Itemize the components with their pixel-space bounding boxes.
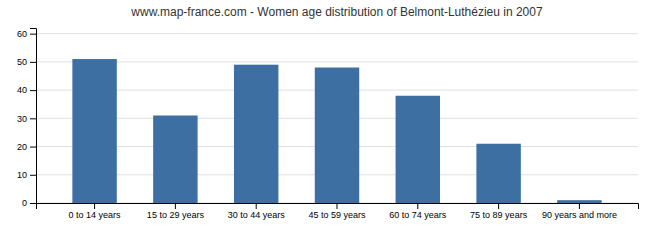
x-tick: 45 to 59 years: [308, 203, 366, 220]
tick-label: 90 years and more: [542, 210, 617, 220]
tick-label: 20: [17, 142, 27, 152]
grid-line: [36, 33, 638, 34]
x-tick: 75 to 89 years: [470, 203, 528, 220]
axis-line: [37, 204, 639, 210]
x-tick: 90 years and more: [542, 203, 617, 220]
x-axis: 0 to 14 years 15 to 29 years 30 to 44 year…: [37, 203, 639, 220]
y-tick: 30: [17, 114, 36, 124]
tick-mark: [30, 62, 36, 63]
tick-mark: [30, 175, 36, 176]
bar: [315, 68, 359, 203]
x-tick: 60 to 74 years: [389, 203, 447, 220]
tick-label: 0: [22, 198, 27, 208]
tick-label: 50: [17, 57, 27, 67]
tick-label: 60: [17, 29, 27, 39]
tick-label: 15 to 29 years: [147, 210, 205, 220]
tick-mark: [579, 203, 580, 209]
tick-mark: [256, 203, 257, 209]
y-tick: 10: [17, 170, 36, 180]
plot-area: [72, 59, 601, 203]
chart-svg: 0 10 20 30 40 50 60 0 to 14 years 15 to 29 years…: [0, 0, 650, 229]
grid-line: [36, 61, 638, 62]
tick-mark: [175, 203, 176, 209]
tick-mark: [30, 90, 36, 91]
bar: [72, 59, 116, 203]
tick-label: 30 to 44 years: [228, 210, 286, 220]
y-axis: 0 10 20 30 40 50 60: [17, 29, 37, 209]
bar: [476, 144, 520, 203]
tick-mark: [498, 203, 499, 209]
y-tick: 0: [22, 198, 36, 208]
grid: [36, 34, 638, 203]
tick-mark: [337, 203, 338, 209]
tick-label: 10: [17, 170, 27, 180]
bar: [234, 65, 278, 203]
tick-mark: [30, 34, 36, 35]
y-tick: 50: [17, 57, 36, 67]
axis-line: [30, 29, 37, 204]
x-tick: 30 to 44 years: [228, 203, 286, 220]
bar: [557, 200, 601, 203]
y-tick: 60: [17, 29, 36, 39]
tick-label: 40: [17, 85, 27, 95]
tick-mark: [417, 203, 418, 209]
tick-mark: [30, 118, 36, 119]
tick-label: 60 to 74 years: [389, 210, 447, 220]
y-tick: 40: [17, 85, 36, 95]
tick-mark: [30, 147, 36, 148]
x-tick: 15 to 29 years: [147, 203, 205, 220]
tick-label: 45 to 59 years: [308, 210, 366, 220]
bar: [153, 116, 197, 204]
tick-label: 75 to 89 years: [470, 210, 528, 220]
title: www.map-france.com - Women age distribut…: [130, 5, 543, 19]
bar: [396, 96, 440, 203]
tick-label: 30: [17, 114, 27, 124]
tick-mark: [30, 203, 36, 204]
x-tick: 0 to 14 years: [69, 203, 122, 220]
tick-label: 0 to 14 years: [69, 210, 122, 220]
chart-container: 0 10 20 30 40 50 60 0 to 14 years 15 to 29 years…: [0, 0, 650, 229]
y-tick: 20: [17, 142, 36, 152]
tick-mark: [94, 203, 95, 209]
